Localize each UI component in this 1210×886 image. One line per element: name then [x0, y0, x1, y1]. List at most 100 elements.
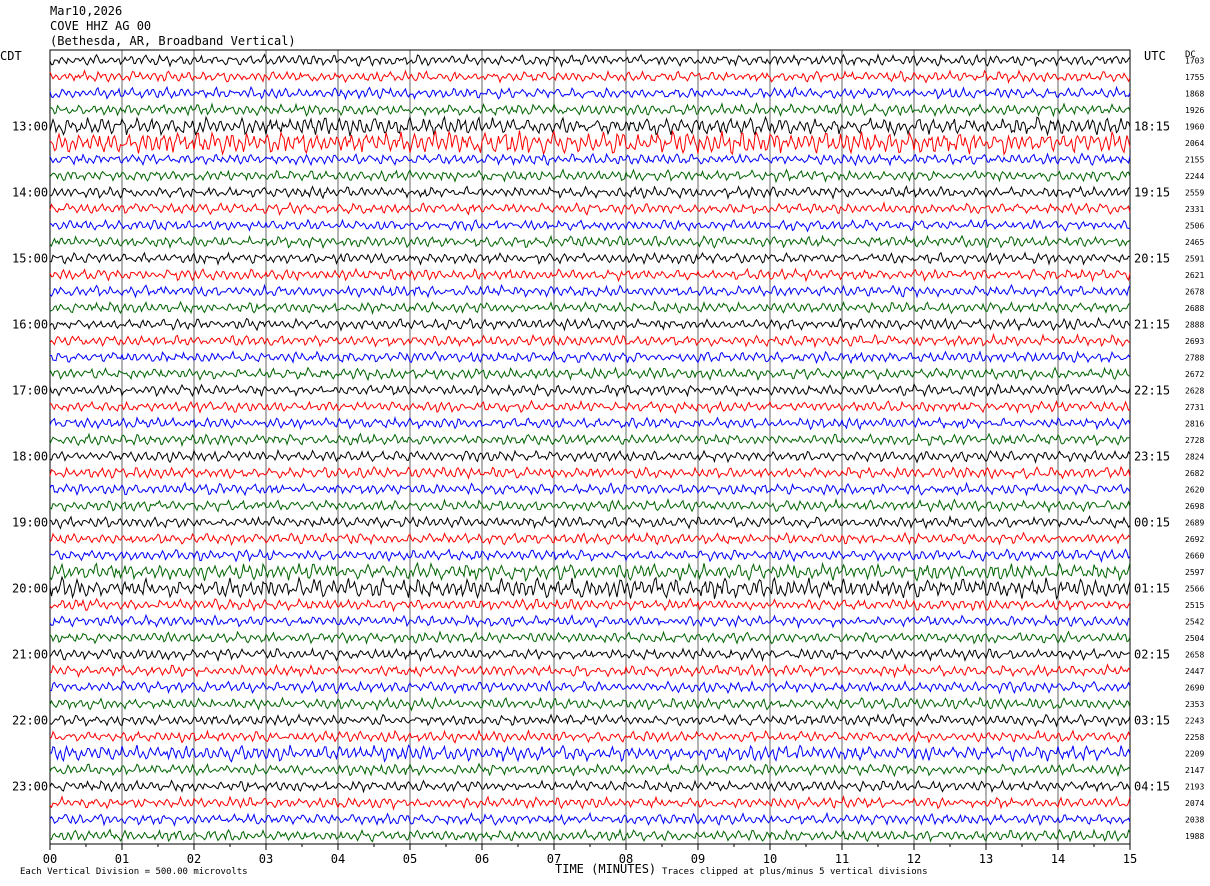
dc-offset-label: 2465 [1185, 238, 1204, 247]
dc-offset-label: 2658 [1185, 650, 1204, 659]
right-hour-label: 01:15 [1134, 581, 1170, 595]
trace-line [49, 448, 1131, 465]
x-tick-label: 00 [43, 852, 57, 866]
trace-line [49, 129, 1131, 156]
dc-offset-label: 2193 [1185, 782, 1204, 791]
dc-offset-label: 2689 [1185, 518, 1204, 527]
trace-line [49, 234, 1131, 250]
dc-offset-label: 2597 [1185, 568, 1204, 577]
dc-offset-label: 2542 [1185, 617, 1204, 626]
trace-line [49, 185, 1131, 200]
trace-line [49, 69, 1131, 85]
dc-offset-label: 2506 [1185, 221, 1204, 230]
scale-note: Each Vertical Division = 500.00 microvol… [20, 867, 248, 877]
trace-line [49, 762, 1131, 778]
dc-offset-label: 2074 [1185, 799, 1204, 808]
dc-offset-label: 2559 [1185, 188, 1204, 197]
clip-note: Traces clipped at plus/minus 5 vertical … [662, 867, 928, 877]
dc-offset-label: 1960 [1185, 122, 1204, 131]
dc-offset-label: 2816 [1185, 419, 1204, 428]
dc-offset-label: 2728 [1185, 436, 1204, 445]
dc-offset-label: 1926 [1185, 106, 1204, 115]
right-hour-label: 02:15 [1134, 647, 1170, 661]
trace-line [49, 152, 1131, 167]
x-tick-label: 14 [1051, 852, 1065, 866]
dc-offset-label: 2566 [1185, 584, 1204, 593]
dc-offset-label: 2064 [1185, 139, 1204, 148]
dc-offset-label: 2692 [1185, 535, 1204, 544]
dc-offset-label: 2243 [1185, 716, 1204, 725]
x-tick-label: 02 [187, 852, 201, 866]
header-station: COVE HHZ AG 00 [50, 19, 152, 33]
dc-offset-label: 2504 [1185, 634, 1204, 643]
dc-offset-label: 2660 [1185, 551, 1204, 560]
trace-line [49, 613, 1131, 630]
x-tick-label: 06 [475, 852, 489, 866]
dc-offset-label: 2678 [1185, 287, 1204, 296]
trace-line [49, 531, 1131, 547]
left-hour-label: 19:00 [12, 515, 48, 529]
dc-offset-label: 2209 [1185, 749, 1204, 758]
dc-offset-label: 2244 [1185, 172, 1204, 181]
x-tick-label: 13 [979, 852, 993, 866]
trace-line [49, 53, 1131, 68]
x-tick-label: 12 [907, 852, 921, 866]
dc-offset-label: 2788 [1185, 353, 1204, 362]
left-hour-label: 21:00 [12, 647, 48, 661]
left-hour-label: 15:00 [12, 251, 48, 265]
dc-offset-label: 1703 [1185, 56, 1204, 65]
dc-offset-label: 2693 [1185, 337, 1204, 346]
left-hour-label: 17:00 [12, 383, 48, 397]
trace-line [49, 811, 1131, 827]
trace-line [49, 218, 1130, 233]
left-hour-label: 20:00 [12, 581, 48, 595]
trace-line [49, 729, 1131, 744]
trace-line [49, 332, 1131, 349]
trace-line [49, 168, 1131, 184]
x-tick-label: 09 [691, 852, 705, 866]
dc-offset-label: 2515 [1185, 601, 1204, 610]
trace-line [49, 300, 1131, 316]
x-tick-label: 15 [1123, 852, 1137, 866]
trace-line [49, 399, 1131, 415]
trace-line [49, 663, 1131, 679]
x-tick-label: 03 [259, 852, 273, 866]
dc-offset-label: 2620 [1185, 485, 1204, 494]
left-hour-label: 18:00 [12, 449, 48, 463]
trace-line [49, 481, 1131, 497]
dc-offset-label: 2888 [1185, 320, 1204, 329]
trace-line [49, 548, 1131, 564]
x-tick-label: 07 [547, 852, 561, 866]
right-hour-label: 19:15 [1134, 185, 1170, 199]
dc-offset-label: 2147 [1185, 766, 1204, 775]
dc-offset-label: 2824 [1185, 452, 1204, 461]
dc-offset-label: 2672 [1185, 370, 1204, 379]
dc-offset-label: 2682 [1185, 469, 1204, 478]
dc-offset-label: 2591 [1185, 254, 1204, 263]
dc-offset-label: 2353 [1185, 700, 1204, 709]
right-hour-label: 04:15 [1134, 779, 1170, 793]
dc-offset-label: 2628 [1185, 386, 1204, 395]
right-hour-label: 18:15 [1134, 119, 1170, 133]
trace-line [49, 432, 1131, 448]
x-tick-label: 01 [115, 852, 129, 866]
dc-offset-label: 2688 [1185, 304, 1204, 313]
right-hour-label: 03:15 [1134, 713, 1170, 727]
trace-line [49, 115, 1131, 137]
dc-offset-label: 2258 [1185, 733, 1204, 742]
trace-line [49, 680, 1131, 695]
trace-line [49, 575, 1131, 600]
dc-offset-label: 2038 [1185, 815, 1204, 824]
trace-line [49, 794, 1131, 811]
right-hour-label: 23:15 [1134, 449, 1170, 463]
trace-line [49, 647, 1131, 663]
left-hour-label: 13:00 [12, 119, 48, 133]
header-location: (Bethesda, AR, Broadband Vertical) [50, 34, 296, 48]
dc-offset-label: 2331 [1185, 205, 1204, 214]
trace-line [49, 366, 1131, 382]
left-hour-label: 14:00 [12, 185, 48, 199]
x-tick-label: 11 [835, 852, 849, 866]
dc-offset-label: 2731 [1185, 403, 1204, 412]
trace-line [49, 201, 1131, 216]
trace-line [49, 497, 1131, 514]
